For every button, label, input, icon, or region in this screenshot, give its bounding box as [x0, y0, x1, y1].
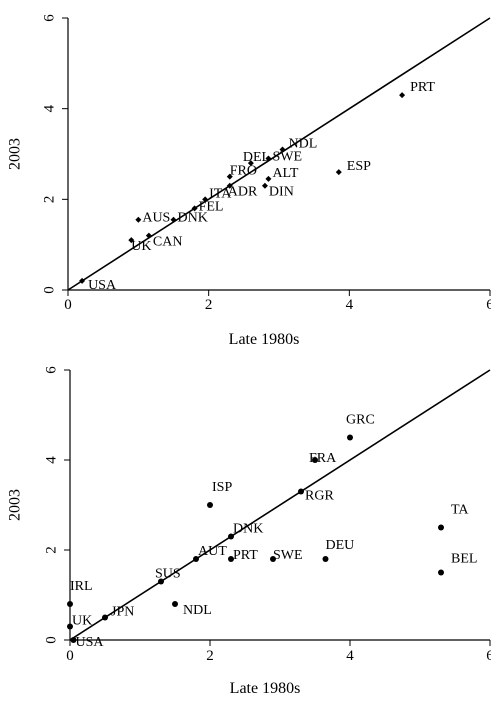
- point-sus: [158, 578, 164, 585]
- point-label-uk: UK: [131, 239, 151, 254]
- y-tick-label: 4: [41, 104, 57, 112]
- point-label-dnk: DNK: [233, 522, 263, 537]
- chart-panel-2: 0 2 4 6 0 2 4 6 Late 1980s 2003 USA UK IRL JPN NDL SUS A…: [7, 366, 491, 697]
- point-isp: [207, 502, 213, 508]
- point-label-aus: AUS: [142, 211, 170, 226]
- point-label-alt: ALT: [272, 166, 298, 181]
- point-fra: [312, 457, 318, 463]
- x-tick-label: 6: [486, 648, 491, 664]
- reference-line: [69, 369, 491, 641]
- point-label-uk: UK: [72, 614, 92, 629]
- point-ta: [438, 524, 444, 531]
- y-tick-label: 2: [41, 196, 57, 204]
- point-label-grc: GRC: [346, 413, 375, 428]
- x-axis-title: Late 1980s: [229, 331, 300, 348]
- point-grc: [347, 434, 353, 441]
- point-label-isp: ISP: [212, 480, 232, 495]
- point-usa: [70, 637, 77, 643]
- point-irl: [67, 601, 73, 607]
- chart-panel-1: 0 2 4 6 0 2 4 6 Late 1980s 2003 USA UK AUS CAN DNKFELI…: [7, 14, 491, 348]
- reference-line: [67, 17, 491, 291]
- point-label-can: CAN: [153, 235, 183, 250]
- point-label-fra: FRA: [309, 451, 337, 466]
- point-uk: [67, 623, 73, 630]
- point-label-prt: PRT: [410, 80, 435, 95]
- point-dnk: [228, 533, 234, 540]
- point-label-usa: USA: [76, 635, 105, 650]
- point-esp: [335, 169, 342, 176]
- point-label-adr: ADR: [228, 185, 258, 200]
- point-del: [247, 160, 254, 167]
- point-label-ita: ITA: [209, 186, 232, 201]
- point-label-ndl: NDL: [289, 136, 318, 151]
- point-label-fel: FEL: [199, 199, 224, 214]
- x-tick-label: 4: [346, 297, 354, 313]
- point-jpn: [102, 614, 108, 621]
- point-label-swe: SWE: [272, 150, 302, 165]
- x-tick-label: 0: [64, 297, 72, 313]
- y-axis-title: 2003: [7, 489, 24, 521]
- x-axis-title: Late 1980s: [230, 680, 301, 697]
- point-label-usa: USA: [88, 278, 117, 293]
- point-din: [261, 182, 268, 189]
- y-tick-label: 6: [41, 14, 57, 22]
- y-tick-label: 0: [41, 286, 57, 294]
- point-fel: [191, 205, 198, 212]
- y-axis-title: 2003: [7, 138, 24, 170]
- point-rgr: [298, 488, 304, 495]
- y-tick-label: 0: [43, 636, 59, 644]
- point-aus: [135, 216, 142, 223]
- point-can: [145, 232, 152, 239]
- point-usa: [79, 277, 86, 284]
- point-bel: [438, 569, 444, 576]
- point-alt: [265, 175, 272, 182]
- point-label-dnk: DNK: [178, 211, 208, 226]
- point-label-swe: SWE: [273, 548, 303, 563]
- point-uk: [128, 237, 135, 244]
- y-tick-label: 2: [43, 546, 59, 554]
- point-adr: [226, 182, 233, 189]
- point-label-din: DIN: [269, 185, 294, 200]
- point-ita: [202, 196, 209, 203]
- x-tick-label: 2: [205, 297, 213, 313]
- point-label-prt: PRT: [233, 548, 258, 563]
- point-label-irl: IRL: [70, 579, 93, 594]
- point-label-sus: SUS: [155, 567, 181, 582]
- point-label-deu: DEU: [326, 538, 355, 553]
- point-label-rgr: RGR: [305, 489, 334, 504]
- point-label-jpn: JPN: [111, 605, 134, 620]
- y-tick-label: 4: [43, 456, 59, 464]
- point-prt: [399, 92, 406, 99]
- x-tick-label: 0: [66, 648, 74, 664]
- point-label-fro: FRO: [230, 164, 257, 179]
- point-swe: [265, 155, 272, 162]
- point-label-ta: TA: [451, 503, 469, 518]
- point-label-aut: AUT: [198, 544, 227, 559]
- x-tick-label: 6: [486, 297, 491, 313]
- point-ndl: [172, 601, 178, 607]
- x-tick-label: 4: [346, 648, 354, 664]
- point-label-esp: ESP: [347, 159, 371, 174]
- x-tick-label: 2: [206, 648, 214, 664]
- point-swe: [270, 556, 276, 562]
- point-fro: [226, 173, 233, 180]
- point-prt: [228, 556, 234, 562]
- point-label-del: DEL: [243, 150, 270, 165]
- point-deu: [322, 556, 329, 562]
- y-tick-label: 6: [43, 366, 59, 374]
- point-ndl: [279, 146, 286, 153]
- point-aut: [193, 556, 199, 562]
- point-label-ndl: NDL: [183, 603, 212, 618]
- point-label-bel: BEL: [451, 552, 477, 567]
- point-dnk: [170, 216, 177, 223]
